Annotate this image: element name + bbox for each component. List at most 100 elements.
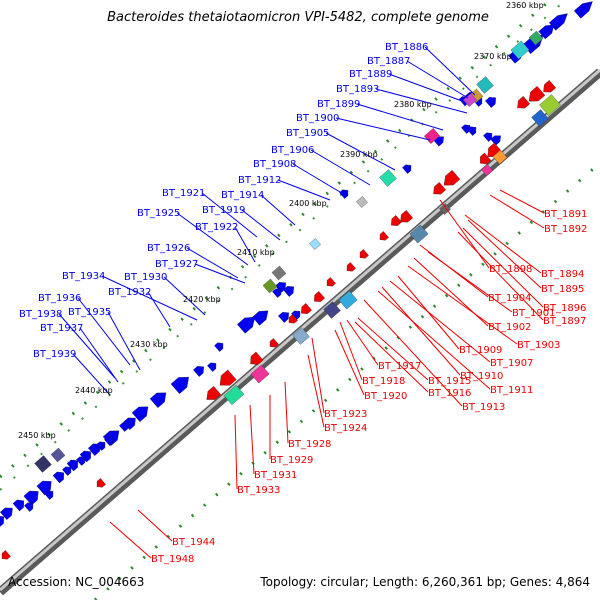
- gene-label-forward[interactable]: BT_1938: [19, 309, 62, 320]
- forward-gene[interactable]: [149, 388, 170, 408]
- reverse-gene[interactable]: [298, 303, 312, 316]
- reverse-gene-box[interactable]: [531, 109, 549, 127]
- gene-label-reverse[interactable]: BT_1891: [544, 209, 587, 220]
- forward-gene-box[interactable]: [463, 93, 477, 107]
- reverse-gene[interactable]: [216, 369, 237, 390]
- reverse-gene-box[interactable]: [539, 94, 561, 116]
- forward-gene-box[interactable]: [356, 196, 368, 208]
- reverse-gene[interactable]: [94, 478, 106, 489]
- gene-label-forward[interactable]: BT_1921: [162, 188, 205, 199]
- gene-label-forward[interactable]: BT_1926: [147, 243, 190, 254]
- forward-gene[interactable]: [23, 487, 42, 506]
- forward-gene[interactable]: [122, 414, 139, 430]
- gene-label-forward[interactable]: BT_1912: [238, 175, 281, 186]
- gene-label-reverse[interactable]: BT_1928: [288, 439, 331, 450]
- forward-gene[interactable]: [283, 283, 296, 297]
- gene-label-forward[interactable]: BT_1919: [202, 205, 245, 216]
- gene-label-forward[interactable]: BT_1932: [108, 287, 151, 298]
- gene-label-reverse[interactable]: BT_1929: [270, 455, 313, 466]
- gene-label-forward[interactable]: BT_1889: [349, 69, 392, 80]
- forward-gene[interactable]: [214, 340, 225, 352]
- forward-gene-box[interactable]: [528, 30, 544, 46]
- reverse-gene-box[interactable]: [439, 203, 451, 215]
- reverse-gene[interactable]: [440, 170, 461, 190]
- forward-gene-box[interactable]: [309, 238, 321, 250]
- gene-label-forward[interactable]: BT_1899: [317, 99, 360, 110]
- reverse-gene[interactable]: [0, 550, 11, 561]
- gene-label-reverse[interactable]: BT_1902: [488, 322, 531, 333]
- reverse-gene[interactable]: [377, 231, 389, 242]
- gene-label-forward[interactable]: BT_1893: [336, 84, 379, 95]
- forward-gene[interactable]: [272, 286, 283, 298]
- gene-label-reverse[interactable]: BT_1910: [460, 371, 503, 382]
- forward-gene[interactable]: [483, 130, 494, 142]
- forward-gene[interactable]: [0, 513, 7, 528]
- gene-label-reverse[interactable]: BT_1913: [462, 402, 505, 413]
- gene-label-reverse[interactable]: BT_1911: [490, 385, 533, 396]
- reverse-gene[interactable]: [540, 80, 557, 95]
- forward-gene[interactable]: [24, 500, 35, 512]
- gene-label-forward[interactable]: BT_1922: [195, 222, 238, 233]
- forward-gene-box[interactable]: [34, 455, 52, 473]
- forward-gene[interactable]: [62, 464, 73, 476]
- gene-label-forward[interactable]: BT_1939: [33, 349, 76, 360]
- forward-gene[interactable]: [96, 439, 107, 451]
- reverse-gene-box[interactable]: [223, 385, 245, 405]
- gene-label-reverse[interactable]: BT_1898: [489, 264, 532, 275]
- gene-label-forward[interactable]: BT_1886: [385, 42, 428, 53]
- reverse-gene[interactable]: [388, 215, 402, 228]
- forward-gene[interactable]: [104, 434, 115, 446]
- reverse-gene[interactable]: [286, 314, 298, 325]
- gene-label-reverse[interactable]: BT_1904: [488, 293, 531, 304]
- gene-label-reverse[interactable]: BT_1892: [544, 224, 587, 235]
- reverse-gene[interactable]: [477, 152, 492, 167]
- forward-gene[interactable]: [76, 454, 87, 466]
- reverse-gene-box[interactable]: [481, 164, 493, 176]
- forward-gene[interactable]: [573, 0, 596, 19]
- gene-label-forward[interactable]: BT_1914: [221, 190, 264, 201]
- gene-label-forward[interactable]: BT_1905: [286, 128, 329, 139]
- forward-gene[interactable]: [170, 372, 193, 395]
- gene-label-reverse[interactable]: BT_1924: [324, 423, 367, 434]
- reverse-gene[interactable]: [397, 210, 414, 225]
- reverse-gene[interactable]: [203, 386, 222, 403]
- forward-gene[interactable]: [44, 488, 55, 500]
- gene-label-reverse[interactable]: BT_1920: [364, 391, 407, 402]
- forward-gene-box[interactable]: [271, 265, 287, 281]
- reverse-gene[interactable]: [247, 351, 264, 368]
- gene-label-forward[interactable]: BT_1934: [62, 271, 105, 282]
- reverse-gene-box[interactable]: [250, 364, 270, 384]
- gene-label-reverse[interactable]: BT_1897: [543, 316, 586, 327]
- reverse-gene[interactable]: [525, 86, 546, 106]
- gene-label-reverse[interactable]: BT_1903: [517, 340, 560, 351]
- reverse-gene[interactable]: [430, 182, 447, 197]
- gene-label-reverse[interactable]: BT_1931: [254, 470, 297, 481]
- gene-label-forward[interactable]: BT_1908: [253, 159, 296, 170]
- forward-gene[interactable]: [485, 94, 498, 108]
- gene-label-reverse[interactable]: BT_1895: [541, 284, 584, 295]
- forward-gene[interactable]: [0, 504, 16, 520]
- forward-gene-box[interactable]: [379, 169, 397, 187]
- forward-gene[interactable]: [79, 448, 94, 463]
- gene-label-forward[interactable]: BT_1900: [296, 113, 339, 124]
- forward-gene[interactable]: [278, 309, 291, 323]
- forward-gene[interactable]: [193, 363, 206, 377]
- forward-gene[interactable]: [66, 457, 81, 472]
- forward-gene-box[interactable]: [262, 278, 278, 294]
- forward-gene[interactable]: [402, 162, 413, 174]
- reverse-gene-box[interactable]: [323, 301, 341, 319]
- forward-gene[interactable]: [207, 360, 218, 372]
- reverse-gene-box[interactable]: [492, 149, 508, 165]
- forward-gene[interactable]: [119, 420, 130, 432]
- forward-gene[interactable]: [131, 402, 152, 422]
- gene-label-forward[interactable]: BT_1936: [38, 293, 81, 304]
- forward-gene-box[interactable]: [510, 40, 530, 60]
- gene-label-reverse[interactable]: BT_1918: [362, 376, 405, 387]
- reverse-gene-box[interactable]: [338, 290, 358, 310]
- forward-gene[interactable]: [252, 307, 271, 326]
- gene-label-forward[interactable]: BT_1930: [124, 272, 167, 283]
- forward-gene[interactable]: [490, 133, 504, 146]
- gene-label-reverse[interactable]: BT_1907: [490, 358, 533, 369]
- forward-gene-box[interactable]: [50, 447, 66, 463]
- gene-label-reverse[interactable]: BT_1923: [324, 409, 367, 420]
